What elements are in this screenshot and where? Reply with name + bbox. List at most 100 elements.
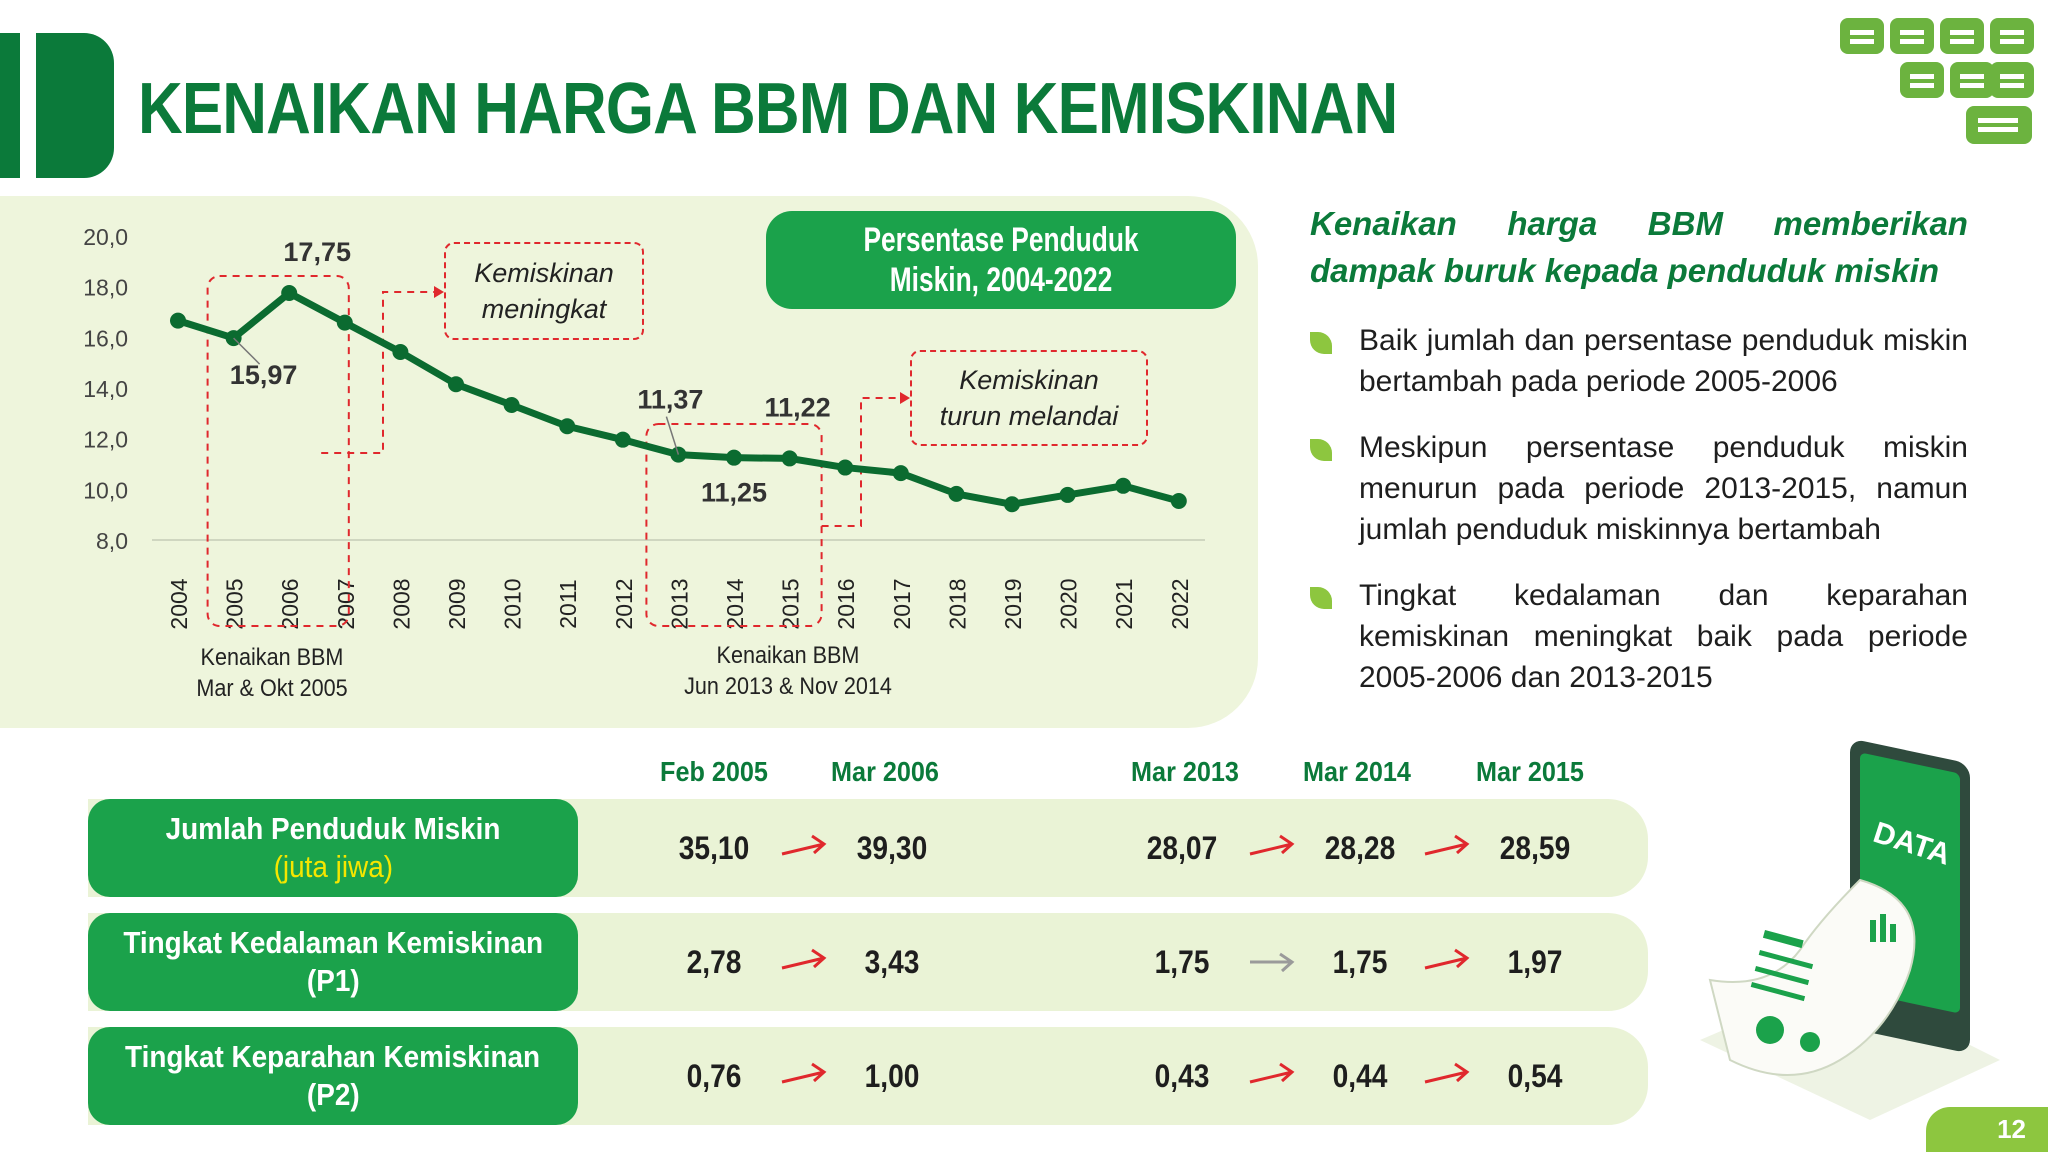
table-cell: 2,78 <box>686 944 742 980</box>
x-tick-label: 2011 <box>555 579 581 628</box>
connector-arrowhead <box>900 392 910 404</box>
bbm-label-2013: Kenaikan BBM Jun 2013 & Nov 2014 <box>673 640 903 702</box>
y-tick-label: 10,0 <box>83 477 128 503</box>
data-point <box>1170 492 1187 509</box>
row-label-kedalaman: Tingkat Kedalaman Kemiskinan (P1) <box>88 913 578 1011</box>
bullet-item: Tingkat kedalaman dan keparahan kemiskin… <box>1310 575 1968 698</box>
data-label: 11,22 <box>765 392 831 422</box>
table-cell: 1,75 <box>1154 944 1210 980</box>
data-point <box>948 485 965 502</box>
heading-word-4: memberikan <box>1773 205 1968 242</box>
table-cell: 1,75 <box>1332 944 1388 980</box>
table-cell: 35,10 <box>678 830 750 866</box>
x-tick-label: 2019 <box>1000 578 1026 629</box>
x-tick-label: 2016 <box>833 578 859 629</box>
y-tick-label: 20,0 <box>83 224 128 250</box>
data-point <box>170 312 186 329</box>
x-tick-label: 2008 <box>388 578 414 629</box>
data-point <box>336 314 353 331</box>
bullet-text: Meskipun persentase penduduk miskin menu… <box>1359 431 1968 546</box>
connector-arrowhead <box>434 286 444 298</box>
data-label-leader <box>233 337 261 365</box>
data-point <box>837 459 854 476</box>
x-tick-label: 2018 <box>944 578 970 629</box>
bbm2-line2: Jun 2013 & Nov 2014 <box>684 673 892 700</box>
data-point <box>281 285 298 301</box>
data-point <box>1059 486 1076 503</box>
x-tick-label: 2009 <box>444 578 470 629</box>
bullet-item: Baik jumlah dan persentase penduduk misk… <box>1310 320 1968 402</box>
highlight-2005-2006 <box>206 275 350 627</box>
data-point <box>392 344 409 361</box>
connector-meningkat <box>321 291 438 454</box>
note1-line2: meningkat <box>481 294 607 324</box>
row-label-text: Jumlah Penduduk Miskin <box>165 811 501 846</box>
col-header-mar-2013: Mar 2013 <box>1131 756 1239 787</box>
data-label: 11,25 <box>701 478 767 508</box>
st2023-logo <box>1840 18 2034 144</box>
header-accent-bar <box>0 33 20 178</box>
bullet-text: Baik jumlah dan persentase penduduk misk… <box>1359 324 1968 398</box>
row-label-sub: (juta jiwa) <box>273 849 393 884</box>
x-tick-label: 2015 <box>778 578 804 629</box>
table-cell: 0,44 <box>1332 1058 1388 1094</box>
x-tick-label: 2022 <box>1167 578 1193 629</box>
bbm2-line1: Kenaikan BBM <box>716 642 860 669</box>
y-tick-label: 18,0 <box>83 275 128 301</box>
data-point <box>503 396 520 413</box>
x-tick-label: 2020 <box>1056 578 1082 629</box>
col-header-mar-2006: Mar 2006 <box>831 756 939 787</box>
data-point <box>448 376 464 393</box>
table-cell: 3,43 <box>864 944 920 980</box>
table-cell: 0,54 <box>1507 1058 1563 1094</box>
data-point <box>1115 477 1132 494</box>
data-label: 15,97 <box>230 360 298 390</box>
x-tick-label: 2021 <box>1111 578 1137 629</box>
x-tick-label: 2014 <box>722 578 748 629</box>
header-accent-tab <box>36 33 114 178</box>
bbm1-line2: Mar & Okt 2005 <box>196 675 348 702</box>
bullet-text: Tingkat kedalaman dan keparahan kemiskin… <box>1359 579 1968 694</box>
chart-title: Persentase Penduduk Miskin, 2004-2022 <box>766 211 1236 309</box>
data-phone-illustration: DATA <box>1700 740 2000 1120</box>
table-cell: 39,30 <box>856 830 928 866</box>
connector-turun <box>821 397 904 527</box>
row-label-jumlah: Jumlah Penduduk Miskin (juta jiwa) <box>88 799 578 897</box>
row-label-sub: (P2) <box>306 1077 360 1112</box>
note-kemiskinan-meningkat: Kemiskinan meningkat <box>444 242 644 340</box>
right-heading: Kenaikan harga BBM memberikan dampak bur… <box>1310 200 1968 294</box>
data-label: 11,37 <box>637 385 703 415</box>
page-title: KENAIKAN HARGA BBM DAN KEMISKINAN <box>138 69 1398 149</box>
table-cell: 28,07 <box>1146 830 1218 866</box>
x-tick-label: 2017 <box>889 578 915 629</box>
bbm-label-2005: Kenaikan BBM Mar & Okt 2005 <box>182 642 362 704</box>
data-point <box>614 431 631 448</box>
chart-title-text: Persentase Penduduk Miskin, 2004-2022 <box>863 221 1139 299</box>
table-cell: 1,00 <box>864 1058 920 1094</box>
table-cell: 0,76 <box>686 1058 742 1094</box>
table-cell: 28,28 <box>1324 830 1396 866</box>
bbm1-line1: Kenaikan BBM <box>200 644 344 671</box>
data-label: 17,75 <box>283 237 351 267</box>
x-tick-label: 2012 <box>611 578 637 629</box>
y-tick-label: 16,0 <box>83 325 128 351</box>
col-header-feb-2005: Feb 2005 <box>660 756 768 787</box>
highlight-2013-2015 <box>645 423 823 627</box>
data-point <box>726 449 742 466</box>
row-label-text: Tingkat Kedalaman Kemiskinan <box>123 925 543 960</box>
x-tick-label: 2010 <box>500 578 526 629</box>
y-tick-label: 12,0 <box>83 427 128 453</box>
leaf-bullet-icon <box>1310 439 1332 461</box>
bullet-item: Meskipun persentase penduduk miskin menu… <box>1310 427 1968 550</box>
data-label-leader <box>665 416 680 455</box>
note-kemiskinan-turun: Kemiskinan turun melandai <box>910 350 1148 446</box>
poverty-line-chart: 20,0 18,0 16,0 14,0 12,0 10,0 8,0 2004 2005 2006 2… <box>83 224 1205 630</box>
data-point <box>892 465 909 482</box>
heading-word-1: Kenaikan <box>1310 205 1457 242</box>
note2-line1: Kemiskinan <box>959 365 1099 395</box>
row-label-sub: (P1) <box>306 963 360 998</box>
y-tick-label: 14,0 <box>83 376 128 402</box>
data-point <box>559 418 576 435</box>
x-tick-label: 2013 <box>666 578 692 629</box>
table-cell: 28,59 <box>1499 830 1571 866</box>
